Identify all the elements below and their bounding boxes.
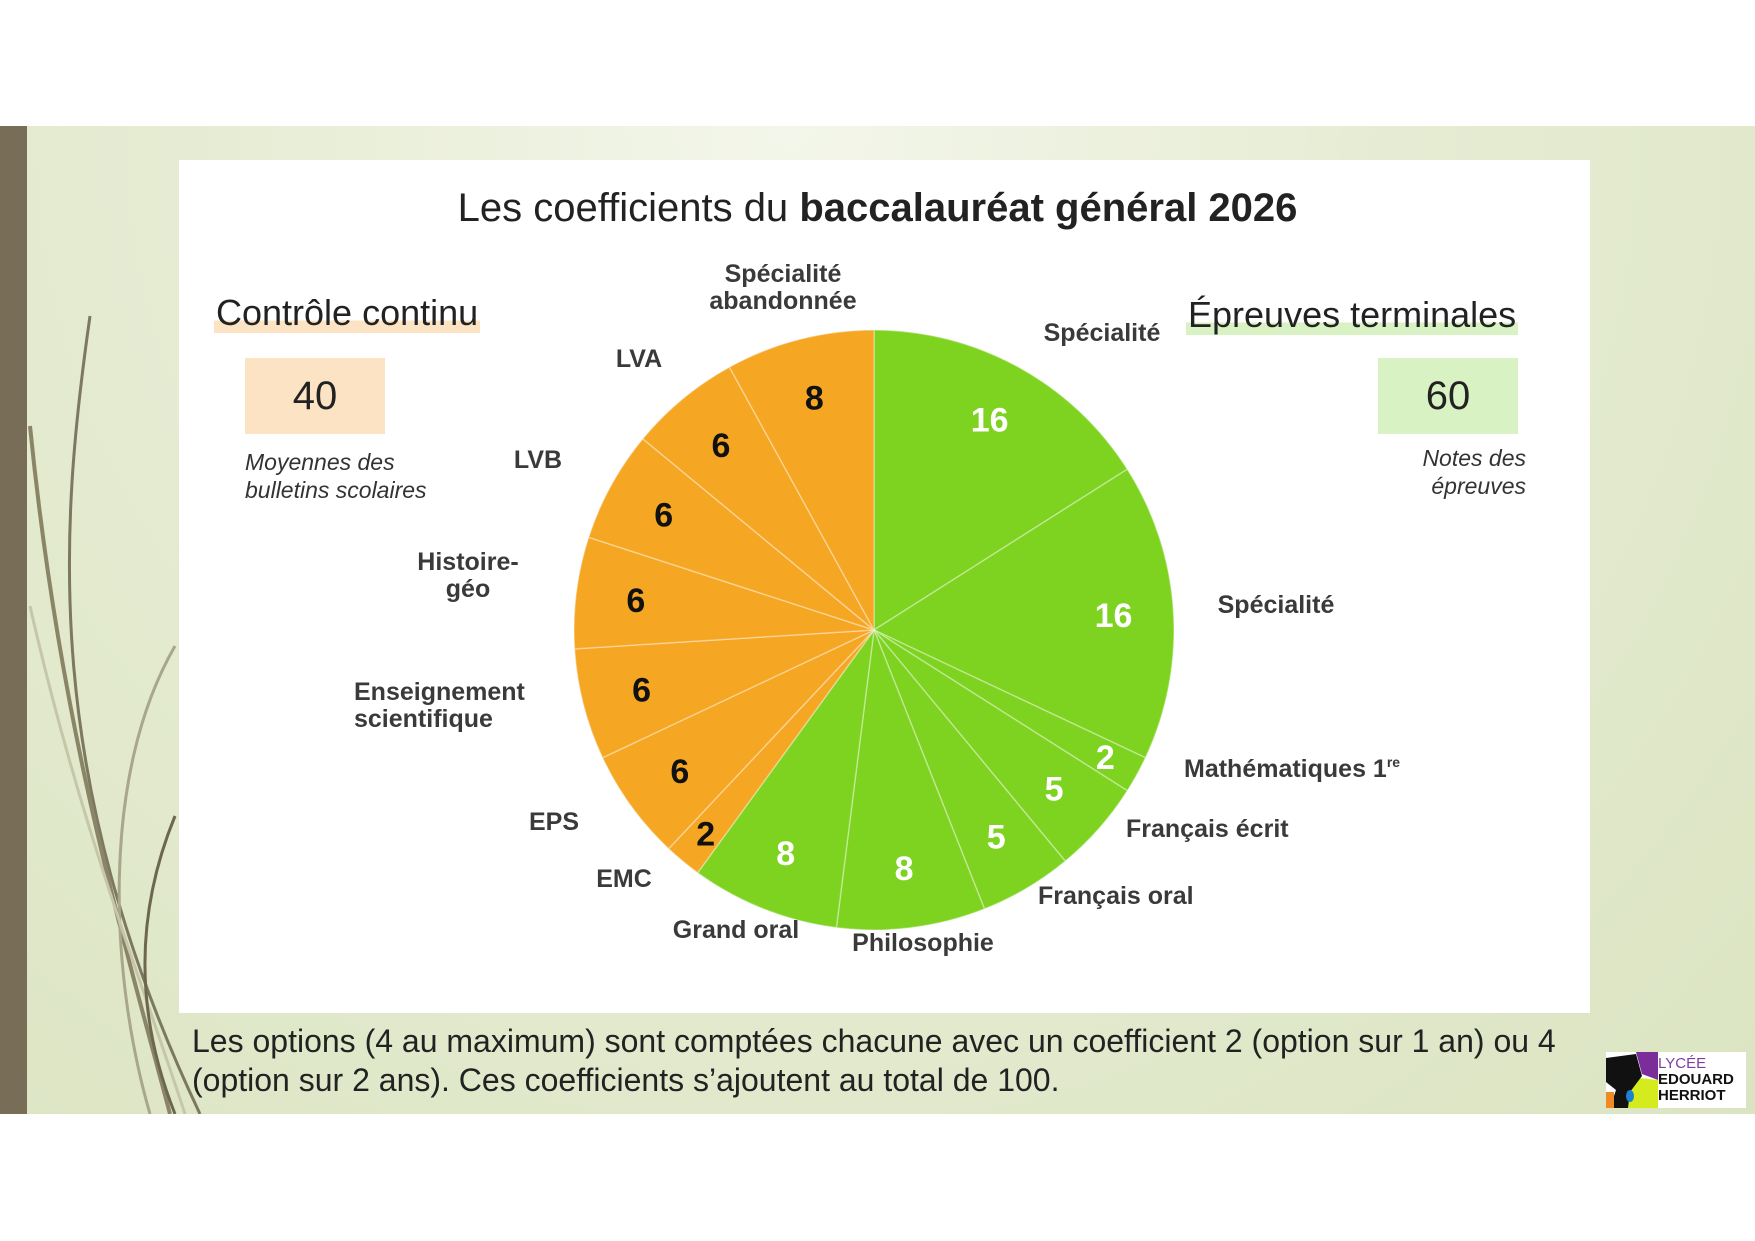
slice-category-label: Histoire- (417, 548, 518, 576)
logo-line: EDOUARD (1658, 1071, 1734, 1088)
slice-value-label: 6 (626, 582, 645, 620)
slice-value-label: 8 (895, 850, 914, 888)
slice-value-label: 5 (987, 819, 1006, 857)
logo-line: LYCÉE (1658, 1055, 1707, 1072)
slice-value-label: 6 (654, 496, 673, 534)
pie-slice (667, 629, 875, 874)
slice-category-label: Mathématiques 1re (1184, 754, 1400, 783)
controle-continu-total: 40 (245, 358, 385, 434)
slice-category-label: EPS (529, 808, 579, 836)
slice-category-label: Spécialité (1044, 319, 1161, 347)
controle-continu-heading: Contrôle continu (214, 292, 481, 334)
slice-value-label: 2 (696, 815, 715, 853)
slice-value-label: 16 (971, 402, 1009, 440)
epreuves-terminales-total: 60 (1378, 358, 1518, 434)
epreuves-terminales-note: Notes des épreuves (1380, 444, 1526, 500)
slide-left-bar (0, 126, 27, 1114)
pie-slice (728, 329, 875, 631)
slice-category-label: Français oral (1038, 882, 1194, 910)
school-logo: LYCÉE EDOUARD HERRIOT (1606, 1052, 1746, 1108)
slice-category-label: scientifique (354, 705, 493, 733)
slice-value-label: 2 (1096, 739, 1115, 777)
caption: Les options (4 au maximum) sont comptées… (192, 1023, 1556, 1098)
epreuves-terminales-heading: Épreuves terminales (1186, 294, 1519, 336)
slice-category-label: EMC (596, 865, 652, 893)
slice-value-label: 8 (776, 835, 795, 873)
note-line: bulletins scolaires (245, 477, 427, 503)
slice-category-label: Spécialité (725, 260, 842, 288)
note-line: épreuves (1431, 473, 1526, 499)
slice-category-label: abandonnée (709, 287, 856, 315)
pie-slice (573, 629, 875, 759)
slice-category-label: LVB (514, 446, 562, 474)
slice-category-label: Grand oral (673, 916, 799, 944)
controle-continu-note: Moyennes des bulletins scolaires (245, 448, 427, 504)
note-line: Notes des (1422, 445, 1526, 471)
pie-slice (873, 629, 1147, 792)
pie-slice (641, 366, 875, 631)
slice-category-label: géo (446, 575, 490, 603)
pie-slice (601, 629, 875, 850)
slice-category-label: Spécialité (1218, 591, 1335, 619)
pie-slice (587, 437, 875, 631)
slice-category-label: Français écrit (1126, 815, 1289, 843)
title-prefix: Les coefficients du (457, 186, 789, 230)
note-line: Moyennes des (245, 449, 395, 475)
pie-slice (873, 629, 1129, 863)
slice-value-label: 8 (805, 380, 824, 418)
slice-value-label: 6 (670, 753, 689, 791)
decorative-curves (28, 315, 202, 1114)
pie-slice (873, 329, 1129, 632)
logo-line: HERRIOT (1658, 1087, 1726, 1104)
pie-slice (573, 536, 875, 650)
slice-value-label: 6 (632, 672, 651, 710)
slice-category-label: LVA (616, 345, 662, 373)
title-bold: baccalauréat général 2026 (799, 186, 1298, 230)
logo-art-icon (1606, 1052, 1658, 1108)
chart-title: Les coefficients du baccalauréat général… (0, 186, 1755, 231)
pie-slice (696, 629, 875, 929)
slice-value-label: 16 (1095, 597, 1133, 635)
heading-text: Contrôle continu (214, 292, 481, 333)
slice-value-label: 5 (1045, 771, 1064, 809)
pie-slice (873, 629, 1067, 910)
slice-value-label: 6 (712, 427, 731, 465)
pie-slice (835, 629, 986, 931)
heading-text: Épreuves terminales (1186, 294, 1519, 335)
slice-category-label: Philosophie (852, 929, 994, 957)
pie-slice (872, 468, 1175, 759)
slice-category-label: Enseignement (354, 678, 526, 706)
